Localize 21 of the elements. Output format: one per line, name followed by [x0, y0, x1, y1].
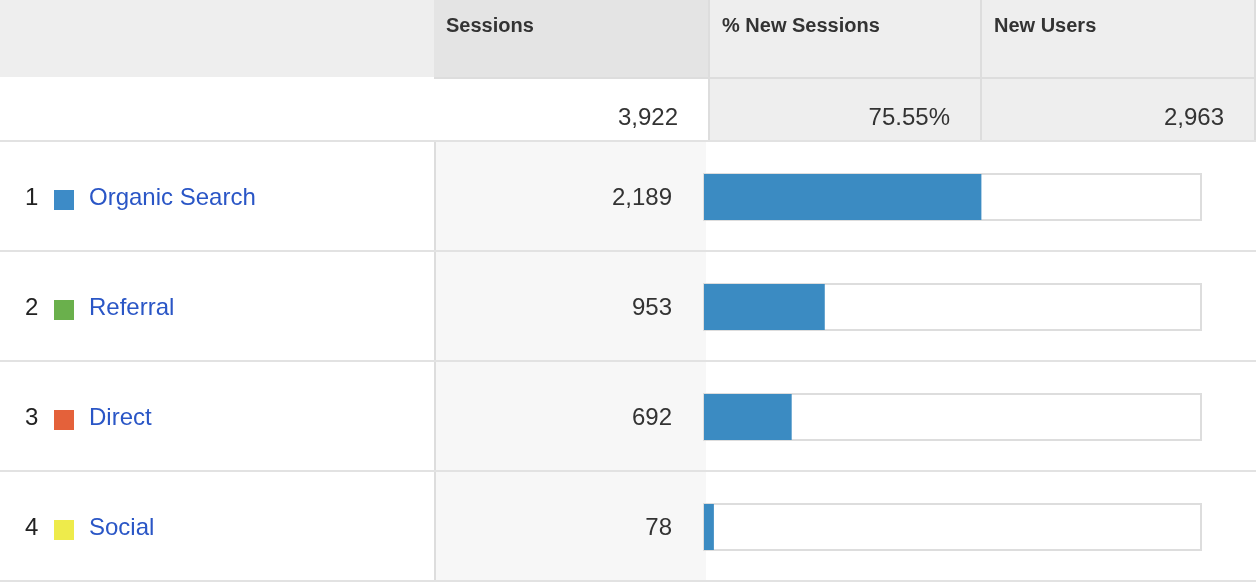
data-label: 2,189	[611, 183, 672, 210]
bar	[704, 504, 714, 550]
header-cell: % New Sessions	[710, 0, 982, 77]
table-cell: 3,922	[434, 77, 710, 141]
bar	[704, 394, 792, 440]
header-cell: Sessions	[434, 0, 710, 77]
text: 2	[25, 293, 39, 320]
header-cell: New Users	[982, 0, 1256, 77]
y-tick-label: Referral	[89, 293, 175, 320]
table-cell: 75.55%	[710, 77, 982, 141]
y-tick-label: Direct	[89, 403, 152, 430]
text: 3	[25, 403, 39, 430]
bar	[704, 284, 825, 330]
data-label: 953	[631, 293, 672, 320]
y-tick-label: Social	[89, 513, 155, 540]
data-label: 78	[645, 513, 672, 540]
data-label: 692	[631, 403, 672, 430]
table-cell: 2,963	[982, 77, 1256, 141]
text: 4	[25, 513, 39, 540]
y-tick-label: Organic Search	[89, 183, 256, 210]
text: 1	[25, 183, 39, 210]
